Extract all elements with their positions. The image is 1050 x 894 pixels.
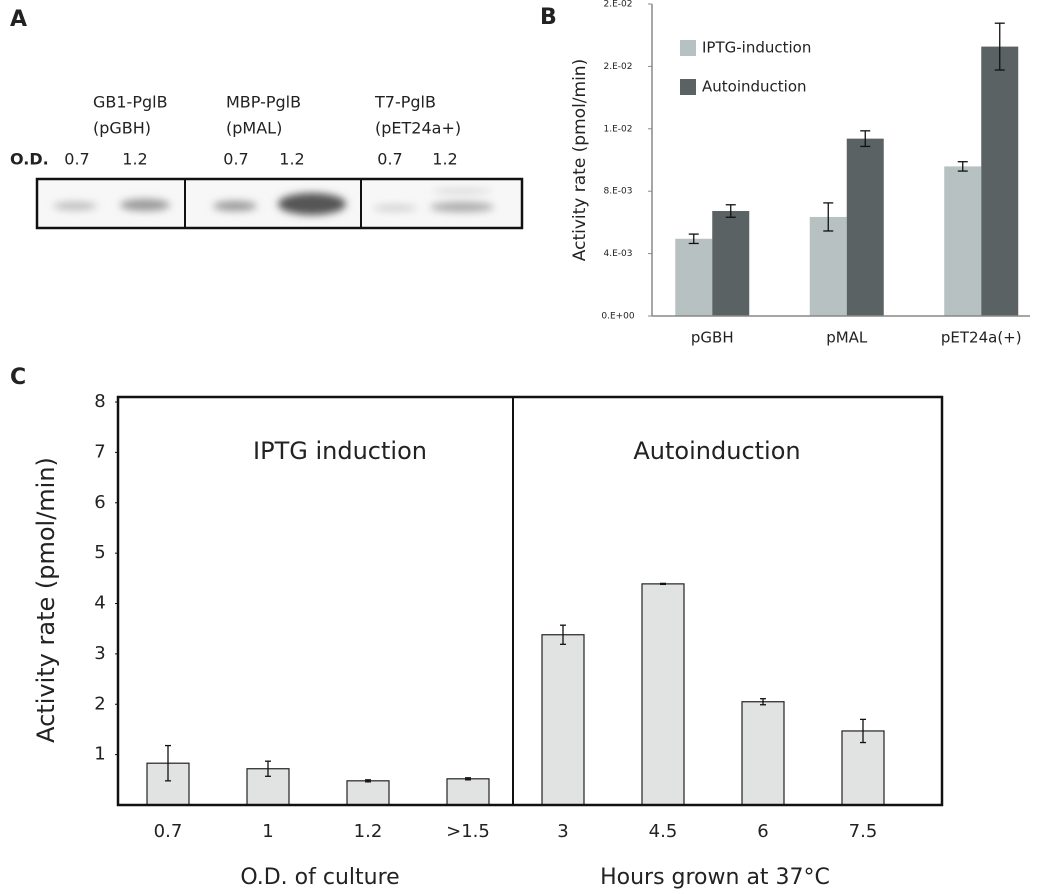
- od-value: 1.2: [122, 150, 147, 169]
- error-bar: [957, 161, 968, 172]
- x-tick-label: 3: [557, 821, 568, 842]
- y-tick-label: 4.E-03: [604, 249, 633, 259]
- y-tick-label: 4: [94, 593, 105, 614]
- y-tick-label: 8.E-03: [604, 187, 633, 197]
- y-tick-label: 7: [94, 441, 105, 462]
- x-tick-label: pET24a(+): [941, 329, 1022, 347]
- bar: [944, 166, 982, 316]
- y-tick-label: 2: [94, 693, 105, 714]
- legend-label: IPTG-induction: [702, 39, 811, 57]
- y-axis-label: Activity rate (pmol/min): [570, 59, 590, 261]
- od-value: 0.7: [377, 150, 402, 169]
- od-value: 0.7: [223, 150, 248, 169]
- y-tick-label: 6: [94, 492, 105, 513]
- error-bar: [165, 744, 171, 782]
- lane-plasmid: (pET24a+): [375, 119, 461, 138]
- error-bar: [860, 718, 866, 744]
- error-bar: [560, 624, 566, 645]
- error-bar: [688, 233, 699, 245]
- group-title: IPTG induction: [253, 437, 427, 465]
- y-tick-label: 3: [94, 643, 105, 664]
- od-value: 0.7: [64, 150, 89, 169]
- error-bar: [994, 22, 1005, 71]
- y-tick-label: 8: [94, 391, 105, 412]
- legend-swatch: [680, 40, 696, 56]
- x-axis-label: O.D. of culture: [240, 865, 399, 890]
- error-bar: [265, 760, 271, 777]
- error-bar: [465, 777, 471, 781]
- y-tick-label: 5: [94, 542, 105, 563]
- gel-image: [35, 177, 524, 230]
- bar: [809, 216, 847, 316]
- bar: [675, 238, 713, 316]
- y-tick-label: 1.E-02: [604, 124, 633, 134]
- bar: [741, 701, 785, 806]
- lane-plasmid: (pGBH): [93, 119, 151, 138]
- x-tick-label: 4.5: [649, 821, 678, 842]
- y-tick-label: 2.E-02: [604, 0, 633, 10]
- error-bar: [760, 698, 766, 706]
- x-tick-label: 1: [262, 821, 273, 842]
- bar: [841, 730, 885, 806]
- legend-swatch: [680, 79, 696, 95]
- lane-plasmid: (pMAL): [226, 119, 282, 138]
- bar: [541, 634, 585, 806]
- x-tick-label: 7.5: [849, 821, 878, 842]
- x-tick-label: 1.2: [354, 821, 383, 842]
- lane-name: T7-PglB: [374, 93, 436, 112]
- od-label: O.D.: [10, 150, 49, 169]
- error-bar: [365, 779, 371, 783]
- legend-label: Autoinduction: [702, 78, 807, 96]
- x-tick-label: pGBH: [691, 329, 734, 347]
- lane-name: MBP-PglB: [226, 93, 301, 112]
- panel-label: C: [10, 365, 26, 390]
- error-bar: [725, 204, 736, 218]
- bar: [446, 778, 490, 806]
- x-tick-label: >1.5: [446, 821, 490, 842]
- lane-name: GB1-PglB: [93, 93, 168, 112]
- x-tick-label: pMAL: [826, 329, 868, 347]
- panel-label: A: [10, 7, 27, 32]
- panel-label: B: [540, 5, 557, 30]
- x-axis-label: Hours grown at 37°C: [600, 865, 830, 890]
- y-tick-label: 2.E-02: [604, 62, 633, 72]
- plot-frame: [116, 395, 944, 807]
- od-value: 1.2: [432, 150, 457, 169]
- x-tick-label: 6: [757, 821, 768, 842]
- y-axis-label: Activity rate (pmol/min): [32, 457, 60, 743]
- od-value: 1.2: [279, 150, 304, 169]
- bar: [846, 138, 884, 316]
- bar: [712, 211, 750, 316]
- error-bar: [860, 130, 871, 148]
- error-bar: [660, 582, 666, 586]
- bar: [346, 780, 390, 806]
- error-bar: [823, 202, 834, 232]
- x-tick-label: 0.7: [154, 821, 183, 842]
- y-tick-label: 1: [94, 744, 105, 765]
- bar: [981, 46, 1019, 316]
- bar: [641, 583, 685, 806]
- group-title: Autoinduction: [633, 437, 800, 465]
- y-tick-label: 0.E+00: [601, 312, 635, 322]
